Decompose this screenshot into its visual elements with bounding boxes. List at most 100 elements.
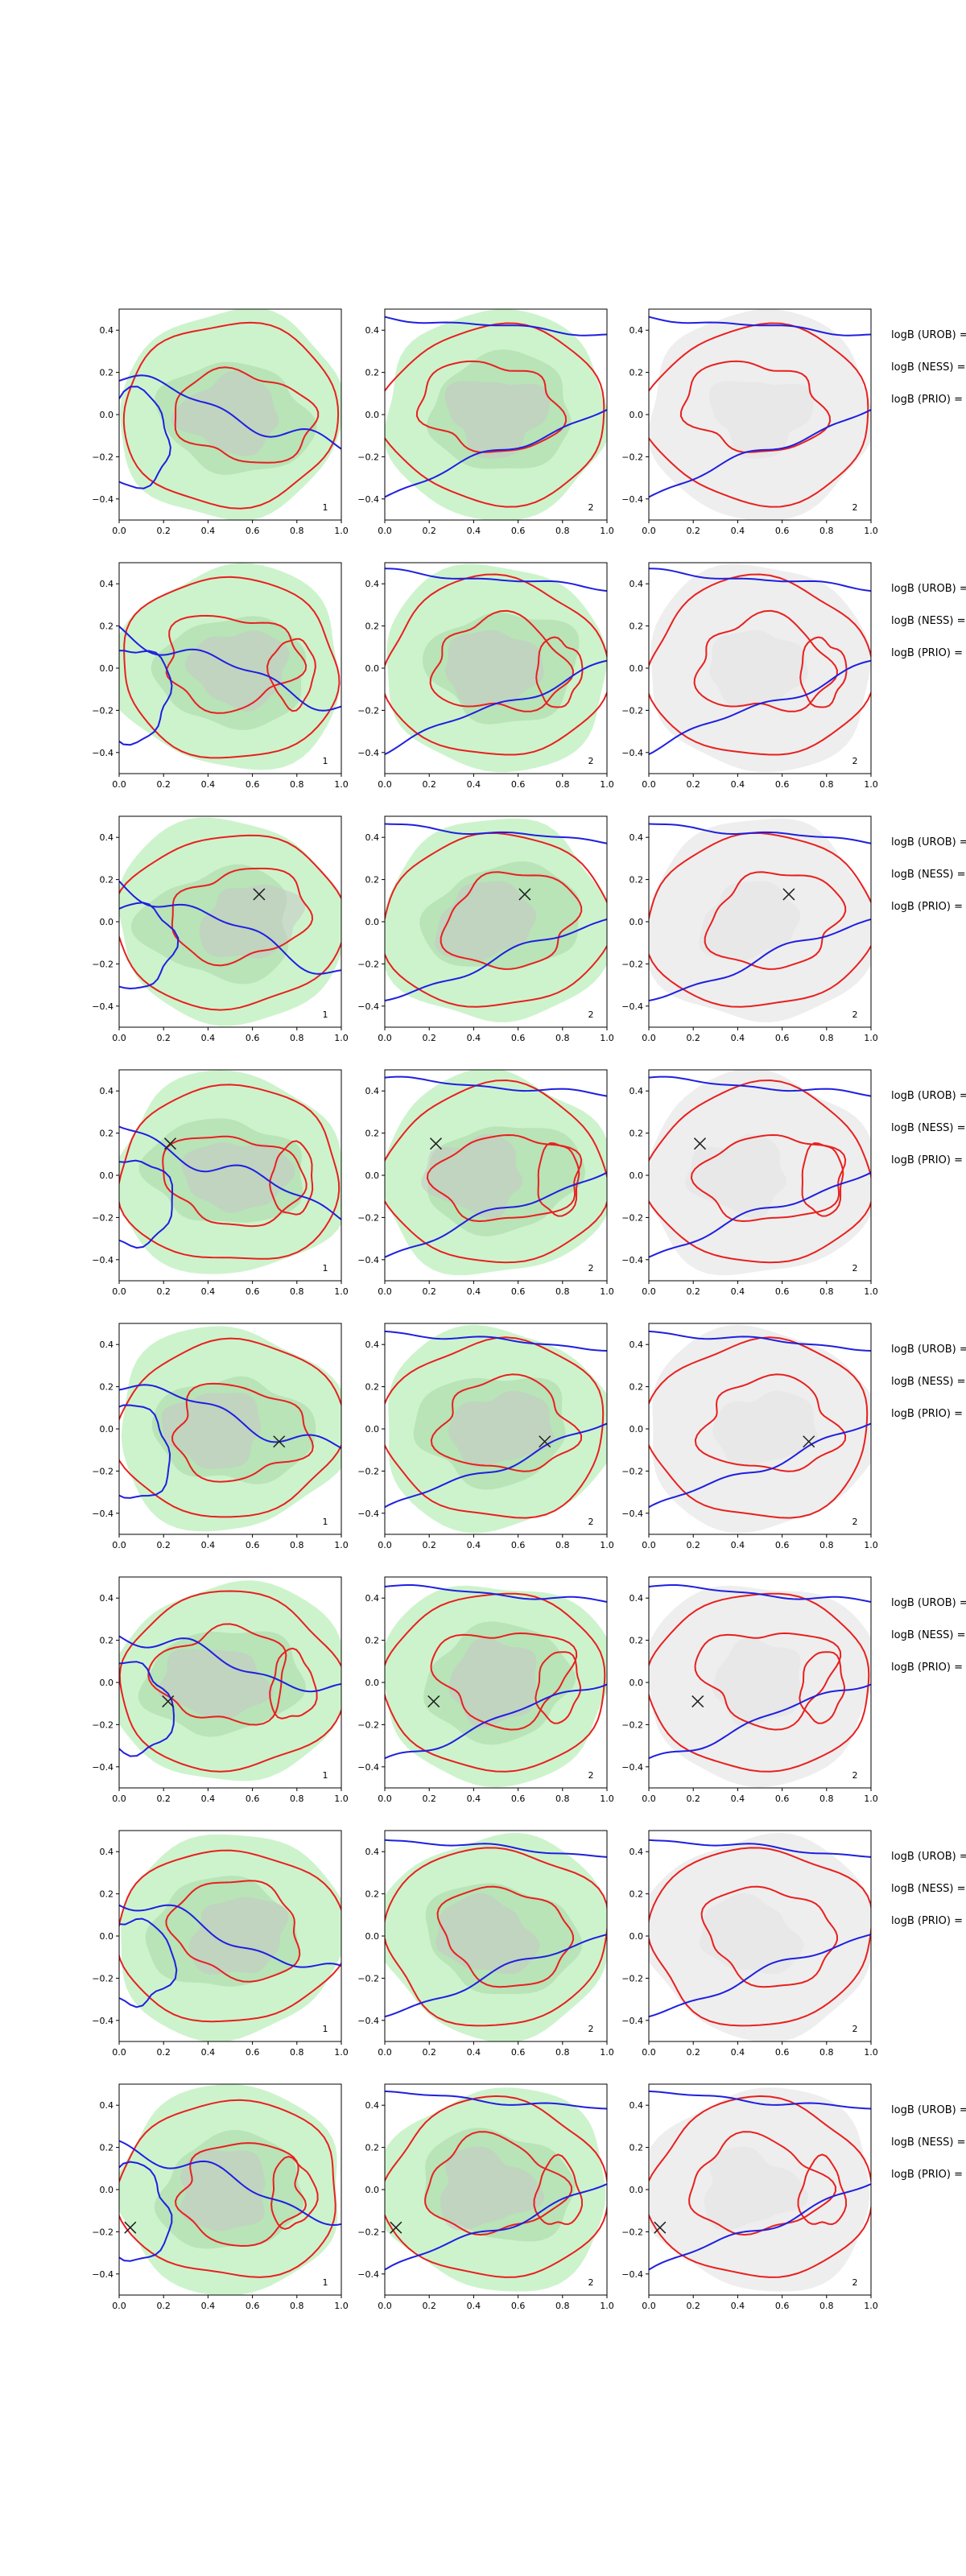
y-tick-label: 0.0 [365, 663, 380, 674]
x-tick-label: 1.0 [864, 1286, 878, 1297]
x-tick-label: 0.4 [467, 779, 481, 790]
red-contour-outer [385, 1079, 607, 1264]
row-1: 0.0 0.2 0.4 0.6 0.8 1.0−0.4−0.20.00.20.410.0 0… [92, 308, 966, 536]
x-tick-label: 0.2 [686, 2047, 700, 2058]
logb-label: logB (PRIO) = [891, 1408, 963, 1420]
logb-label: logB (UROB) = [891, 583, 966, 595]
y-tick-label: −0.2 [621, 452, 643, 462]
x-tick-label: 0.8 [555, 1540, 570, 1550]
x-tick-label: 0.6 [246, 2047, 260, 2058]
panel-number: 2 [588, 1770, 594, 1781]
x-tick-label: 0.8 [555, 1033, 570, 1043]
y-tick-label: 0.2 [630, 1636, 644, 1646]
density-fill-core [181, 1142, 295, 1213]
red-contour-outer [649, 573, 871, 756]
logb-label: logB (NESS) = [891, 1376, 965, 1388]
x-tick-label: 1.0 [864, 526, 878, 536]
y-tick-label: 0.2 [365, 621, 380, 632]
x-tick-label: 0.0 [378, 1794, 392, 1804]
blue-contour-top [385, 316, 607, 336]
y-tick-label: 0.2 [100, 1636, 114, 1646]
y-tick-label: −0.4 [92, 494, 114, 505]
y-tick-label: 0.2 [365, 875, 380, 886]
x-marker [124, 2221, 137, 2234]
y-tick-label: 0.2 [630, 2143, 644, 2153]
panel-number: 2 [588, 2277, 594, 2288]
y-tick-label: 0.2 [100, 1889, 114, 1900]
blue-contour-top [385, 1584, 607, 1603]
y-tick-label: 0.4 [100, 579, 114, 589]
x-tick-label: 0.2 [156, 779, 171, 790]
x-tick-label: 0.0 [378, 1033, 392, 1043]
panel-r5-c2: 0.0 0.2 0.4 0.6 0.8 1.0 −0.4 −0.2 0.0 0.2 0.4 2 [357, 1323, 614, 1550]
panel-number: 2 [588, 1517, 594, 1527]
x-tick-label: 0.0 [378, 2301, 392, 2311]
logb-label: logB (NESS) = [891, 615, 965, 627]
x-tick-label: 0.6 [775, 779, 790, 790]
blue-contour-top [649, 1839, 871, 1858]
x-tick-label: 0.8 [290, 2301, 304, 2311]
x-tick-label: 0.2 [156, 2047, 171, 2058]
blue-contour-top [385, 823, 607, 844]
x-tick-label: 0.4 [731, 1540, 745, 1550]
x-tick-label: 0.0 [642, 1286, 656, 1297]
red-contour-inner [679, 360, 832, 453]
y-tick-label: −0.2 [357, 1973, 379, 1984]
y-tick-label: −0.2 [92, 959, 114, 969]
y-tick-label: −0.2 [357, 1212, 379, 1223]
y-tick-label: −0.4 [621, 1509, 643, 1519]
blue-contour-lower [649, 2183, 871, 2271]
density-fill-core [700, 1893, 804, 1975]
y-tick-label: −0.4 [357, 1762, 379, 1773]
x-tick-label: 0.2 [156, 2301, 171, 2311]
red-contour-inner [694, 1632, 842, 1731]
blue-contour [119, 1125, 341, 1220]
y-tick-label: 0.0 [365, 1424, 380, 1435]
red-contour-outer [385, 1592, 606, 1773]
x-marker [782, 888, 795, 901]
density-fill-core [158, 1649, 274, 1719]
density-fill-core [440, 2146, 544, 2231]
blue-contour-lower [385, 409, 607, 498]
y-tick-label: 0.2 [630, 1129, 644, 1139]
x-tick-label: 0.6 [511, 2301, 526, 2311]
y-tick-label: 0.4 [100, 832, 114, 843]
y-tick-label: −0.4 [621, 748, 643, 758]
red-contour-outer [649, 1336, 869, 1519]
y-tick-label: 0.2 [365, 1636, 380, 1646]
logb-label: logB (PRIO) = [891, 1154, 963, 1166]
blue-contour-top [385, 1330, 607, 1352]
row-5: 0.0 0.2 0.4 0.6 0.8 1.0−0.4−0.20.00.20.41 0.0 0… [92, 1323, 966, 1550]
red-contour-outer [122, 321, 340, 510]
y-tick-label: −0.4 [357, 1001, 379, 1012]
row-3: 0.0 0.2 0.4 0.6 0.8 1.0−0.4−0.20.00.20.410.0 0… [92, 815, 966, 1043]
y-tick-label: 0.0 [100, 1678, 114, 1688]
x-tick-label: 0.2 [156, 1286, 171, 1297]
y-tick-label: −0.4 [357, 748, 379, 758]
red-contour-inner [147, 1623, 287, 1726]
x-tick-label: 1.0 [864, 1794, 878, 1804]
panel-r5-c1: 0.0 0.2 0.4 0.6 0.8 1.0 −0.4 −0.2 0.0 0.2 0.4 1 [92, 1323, 349, 1550]
panel-number: 1 [323, 502, 328, 513]
y-tick-label: 0.4 [630, 1593, 644, 1604]
y-tick-label: 0.2 [630, 1889, 644, 1900]
y-tick-label: 0.4 [365, 579, 380, 589]
x-tick-label: 0.8 [555, 2301, 570, 2311]
y-tick-label: −0.2 [621, 705, 643, 716]
panel-number: 2 [852, 1009, 858, 1020]
x-tick-label: 0.0 [378, 526, 392, 536]
y-tick-label: −0.2 [92, 2227, 114, 2237]
logb-label: logB (PRIO) = [891, 1915, 963, 1927]
density-fill-core [171, 370, 279, 456]
y-tick-label: −0.2 [92, 1719, 114, 1730]
panel-number: 2 [588, 1009, 594, 1020]
panel-r8-c1: 0.0 0.2 0.4 0.6 0.8 1.0 −0.4 −0.2 0.0 0.2 0.4 1 [92, 2083, 349, 2311]
red-contour-inner [171, 1382, 314, 1483]
x-tick-label: 0.4 [201, 2301, 216, 2311]
red-contour-outer [649, 322, 869, 508]
y-tick-label: −0.2 [357, 1466, 379, 1476]
x-tick-label: 0.4 [201, 2047, 216, 2058]
y-tick-label: 0.0 [630, 2185, 644, 2195]
x-tick-label: 0.6 [511, 779, 526, 790]
x-tick-label: 0.2 [686, 1033, 700, 1043]
